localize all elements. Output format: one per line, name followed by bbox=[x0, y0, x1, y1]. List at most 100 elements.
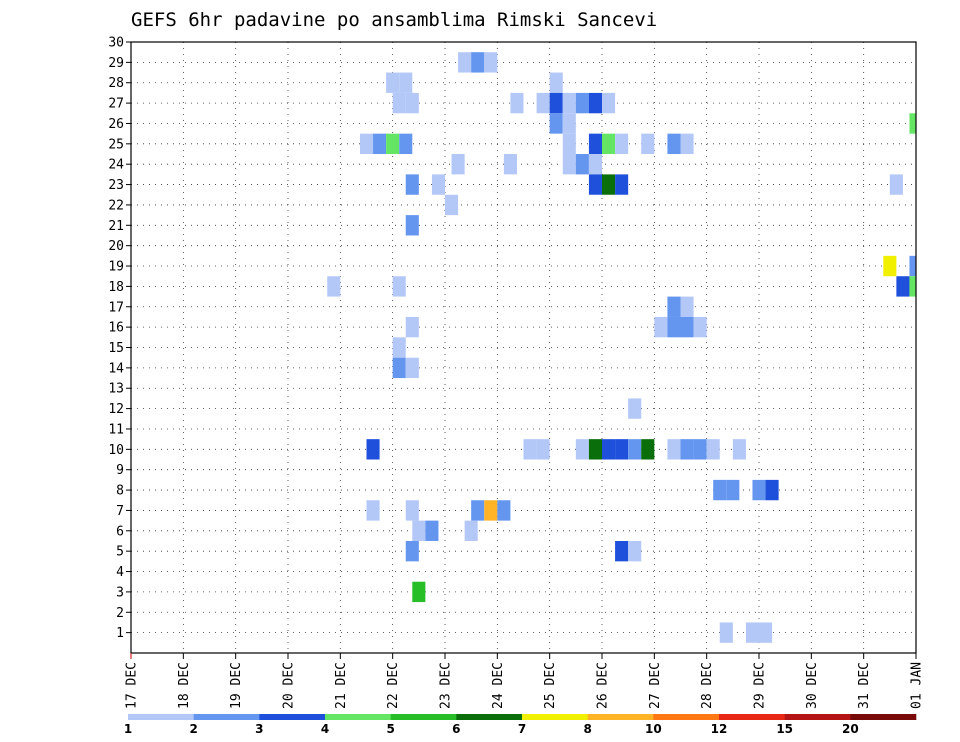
heatmap-cell bbox=[562, 154, 576, 175]
y-tick-label: 20 bbox=[108, 239, 124, 254]
heatmap-cell bbox=[405, 215, 419, 236]
y-tick-label: 13 bbox=[108, 382, 124, 397]
y-tick-label: 21 bbox=[108, 219, 124, 234]
x-tick-label: 18 DEC bbox=[177, 662, 192, 709]
heatmap-cell bbox=[680, 296, 694, 317]
heatmap-cell bbox=[503, 154, 517, 175]
heatmap-cell bbox=[359, 133, 374, 155]
y-axis-ticks: 1234567891011121314151617181920212223242… bbox=[108, 36, 131, 641]
heatmap-cell bbox=[641, 133, 655, 155]
heatmap-cell bbox=[536, 439, 550, 460]
heatmap-cell bbox=[405, 316, 419, 338]
heatmap-cell bbox=[713, 479, 727, 501]
colorbar-label: 8 bbox=[583, 722, 591, 736]
y-tick-label: 26 bbox=[108, 117, 124, 132]
heatmap-cell bbox=[719, 622, 733, 643]
heatmap-cell bbox=[425, 520, 439, 541]
heatmap-cell bbox=[399, 133, 413, 155]
heatmap-cell bbox=[405, 357, 419, 379]
colorbar-segment bbox=[587, 714, 654, 720]
y-tick-label: 19 bbox=[108, 260, 124, 275]
y-tick-label: 30 bbox=[108, 36, 124, 51]
colorbar-segment bbox=[259, 714, 326, 720]
heatmap-cell bbox=[575, 439, 589, 460]
heatmap-cell bbox=[405, 540, 419, 562]
heatmap-cell bbox=[412, 520, 426, 541]
y-tick-label: 16 bbox=[108, 321, 124, 336]
x-tick-label: 27 DEC bbox=[648, 662, 663, 709]
heatmap-cell bbox=[562, 113, 576, 134]
heatmap-cell bbox=[765, 479, 779, 501]
y-tick-label: 23 bbox=[108, 178, 124, 193]
x-tick-label: 31 DEC bbox=[857, 662, 872, 709]
heatmap-cell bbox=[588, 133, 602, 155]
heatmap-cell bbox=[588, 92, 602, 114]
colorbar-segment bbox=[653, 714, 720, 720]
heatmap-cells bbox=[327, 52, 916, 643]
heatmap-cell bbox=[909, 276, 916, 297]
y-tick-label: 18 bbox=[108, 280, 124, 295]
heatmap-cell bbox=[615, 540, 629, 562]
x-tick-label: 20 DEC bbox=[282, 662, 297, 709]
heatmap-cell bbox=[464, 520, 478, 541]
colorbar-label: 6 bbox=[452, 722, 460, 736]
plot-frame bbox=[130, 41, 917, 654]
x-axis-ticks: 17 DEC 18 DEC 19 DEC 20 DEC 21 DEC 22 DEC 23 D… bbox=[125, 653, 925, 709]
heatmap-cell bbox=[726, 479, 740, 501]
heatmap-cell bbox=[680, 439, 694, 460]
y-tick-label: 10 bbox=[108, 443, 124, 458]
colorbar: 1 2 3 4 5 6 7 8 10 12 15 20 bbox=[124, 714, 917, 736]
heatmap-cell bbox=[549, 72, 563, 93]
y-tick-label: 29 bbox=[108, 56, 124, 71]
heatmap-cell bbox=[399, 72, 413, 93]
heatmap-cell bbox=[510, 92, 524, 114]
y-tick-label: 24 bbox=[108, 158, 124, 173]
colorbar-segment bbox=[456, 714, 523, 720]
heatmap-cell bbox=[602, 174, 616, 195]
x-tick-label: 23 DEC bbox=[439, 662, 454, 709]
heatmap-cell bbox=[484, 500, 498, 521]
y-tick-label: 4 bbox=[116, 565, 124, 580]
heatmap-cell bbox=[575, 92, 589, 114]
heatmap-cell bbox=[536, 92, 550, 114]
heatmap-cell bbox=[667, 316, 681, 338]
x-tick-label: 21 DEC bbox=[334, 662, 349, 709]
chart-title: GEFS 6hr padavine po ansamblima Rimski S… bbox=[131, 9, 657, 31]
heatmap-cell bbox=[641, 439, 655, 460]
colorbar-label: 4 bbox=[321, 722, 329, 736]
y-tick-label: 27 bbox=[108, 97, 124, 112]
heatmap-cell bbox=[615, 133, 629, 155]
colorbar-label: 1 bbox=[124, 722, 132, 736]
y-tick-label: 2 bbox=[116, 606, 124, 621]
heatmap-cell bbox=[752, 479, 766, 501]
colorbar-label: 3 bbox=[255, 722, 263, 736]
heatmap-cell bbox=[471, 52, 485, 73]
heatmap-cell bbox=[628, 439, 642, 460]
heatmap-cell bbox=[706, 439, 720, 460]
heatmap-cell bbox=[497, 500, 511, 521]
heatmap-cell bbox=[615, 439, 629, 460]
x-tick-label: 26 DEC bbox=[596, 662, 611, 709]
colorbar-label: 5 bbox=[386, 722, 394, 736]
heatmap-cell bbox=[883, 255, 897, 277]
y-tick-label: 7 bbox=[116, 504, 124, 519]
heatmap-cell bbox=[562, 133, 576, 155]
heatmap-cell bbox=[732, 439, 746, 460]
heatmap-cell bbox=[366, 500, 380, 521]
heatmap-cell bbox=[693, 316, 707, 338]
x-tick-label: 25 DEC bbox=[543, 662, 558, 709]
colorbar-label: 2 bbox=[189, 722, 197, 736]
heatmap-cell bbox=[386, 133, 400, 155]
heatmap-cell bbox=[667, 439, 681, 460]
y-tick-label: 28 bbox=[108, 76, 124, 91]
colorbar-segment bbox=[784, 714, 851, 720]
colorbar-segment bbox=[522, 714, 588, 720]
heatmap-cell bbox=[445, 194, 459, 216]
heatmap-cell bbox=[615, 174, 629, 195]
x-tick-label: 29 DEC bbox=[753, 662, 768, 709]
heatmap-cell bbox=[602, 133, 616, 155]
heatmap-cell bbox=[667, 133, 681, 155]
colorbar-segment bbox=[325, 714, 391, 720]
y-tick-label: 22 bbox=[108, 198, 124, 213]
heatmap-cell bbox=[588, 154, 602, 175]
